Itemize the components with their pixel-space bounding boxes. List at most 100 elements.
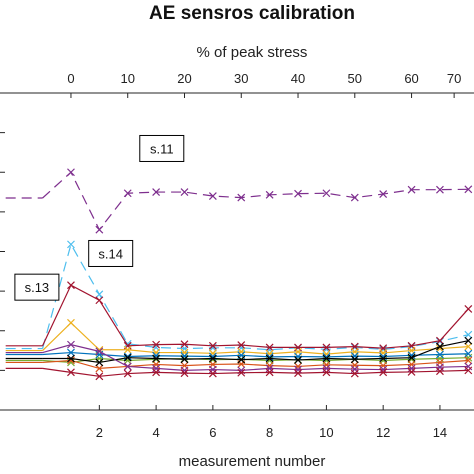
data-point-marker (294, 356, 302, 364)
data-point-marker (123, 189, 132, 198)
data-point-marker (350, 352, 359, 361)
plot-area: 2 4 6 8 10 12 14 0 10 20 30 40 50 60 70 s.11 s.14 s.13 (0, 71, 474, 440)
x-tick-label: 10 (319, 425, 333, 440)
data-point-marker (67, 240, 75, 249)
data-point-marker (180, 188, 189, 196)
data-point-marker (123, 362, 132, 371)
data-point-marker (464, 366, 473, 375)
data-point-marker (237, 193, 246, 202)
data-point-marker (152, 188, 161, 196)
data-point-marker (379, 349, 388, 357)
annotation-box (14, 273, 60, 301)
data-point-marker (436, 336, 444, 345)
data-point-marker (180, 355, 189, 364)
data-point-marker (464, 305, 473, 313)
data-point-marker (265, 352, 274, 361)
data-point-marker (379, 345, 388, 354)
x-tick-label: 2 (96, 425, 103, 440)
data-point-marker (436, 185, 444, 194)
data-point-marker (152, 354, 161, 363)
series-line (42, 351, 469, 358)
x-tick-label: 6 (209, 425, 216, 440)
top-tick-label: 70 (447, 71, 461, 86)
data-point-marker (379, 368, 388, 377)
data-point-marker (208, 354, 217, 363)
chart-title: AE sensros calibration (149, 3, 355, 24)
data-point-marker (67, 168, 75, 177)
data-point-marker (350, 193, 359, 202)
annotation-label: s.13 (25, 280, 50, 295)
data-point-marker (67, 281, 75, 290)
data-point-marker (95, 290, 104, 299)
data-point-marker (407, 364, 416, 373)
data-point-marker (294, 189, 302, 198)
data-point-marker (123, 345, 132, 354)
data-point-marker (237, 355, 246, 364)
data-point-marker (350, 369, 359, 378)
data-point-marker (464, 185, 473, 194)
data-point-marker (95, 347, 104, 356)
series-line (42, 321, 469, 355)
data-point-marker (294, 352, 302, 361)
data-point-marker (436, 342, 444, 351)
top-tick-label: 30 (234, 71, 248, 86)
data-point-marker (322, 360, 331, 369)
data-point-marker (322, 368, 331, 377)
annotation-box (139, 134, 185, 162)
top-tick-label: 50 (348, 71, 362, 86)
data-point-marker (265, 354, 274, 363)
x-tick-label: 12 (376, 425, 390, 440)
top-tick-label: 60 (404, 71, 418, 86)
series-line (42, 367, 469, 377)
data-point-marker (152, 368, 161, 377)
data-point-marker (265, 190, 274, 199)
data-point-marker (294, 365, 302, 374)
data-point-marker (67, 368, 75, 377)
data-point-marker (379, 354, 388, 363)
data-point-marker (95, 364, 104, 373)
data-point-marker (237, 347, 246, 356)
data-point-marker (464, 349, 473, 358)
data-point-marker (67, 318, 75, 327)
chart-title-group: AE sensros calibration (149, 3, 355, 24)
data-point-marker (407, 368, 416, 376)
data-point-marker (379, 190, 388, 198)
data-point-marker (464, 342, 473, 351)
data-point-marker (407, 185, 416, 194)
data-point-marker (123, 352, 132, 361)
data-point-marker (208, 369, 217, 378)
data-point-marker (95, 225, 104, 234)
x-tick-label: 8 (266, 425, 273, 440)
data-point-marker (180, 369, 189, 378)
data-point-marker (350, 355, 359, 364)
top-axis-label: % of peak stress (197, 44, 308, 61)
x-tick-label: 14 (433, 425, 447, 440)
data-point-marker (95, 296, 104, 305)
data-point-marker (237, 341, 246, 349)
top-tick-label: 40 (291, 71, 305, 86)
data-point-marker (95, 372, 104, 381)
annotation-box (88, 239, 134, 267)
data-point-marker (180, 340, 189, 349)
data-point-marker (123, 369, 132, 378)
annotation-label: s.11 (150, 141, 174, 156)
data-point-marker (180, 348, 189, 357)
data-point-marker (322, 352, 331, 361)
data-point-marker (95, 358, 104, 367)
top-tick-label: 0 (67, 71, 74, 86)
series-line (42, 343, 469, 371)
data-point-marker (152, 340, 161, 349)
data-point-marker (322, 189, 331, 198)
data-point-marker (67, 348, 75, 357)
series-line (41, 242, 469, 351)
data-point-marker (464, 336, 473, 345)
data-point-marker (123, 353, 132, 362)
data-point-marker (436, 350, 444, 359)
data-point-marker (322, 343, 331, 352)
data-point-marker (265, 343, 274, 352)
series-line (42, 171, 469, 231)
data-point-marker (464, 330, 473, 339)
top-tick-label: 10 (120, 71, 134, 86)
data-point-marker (152, 348, 161, 357)
